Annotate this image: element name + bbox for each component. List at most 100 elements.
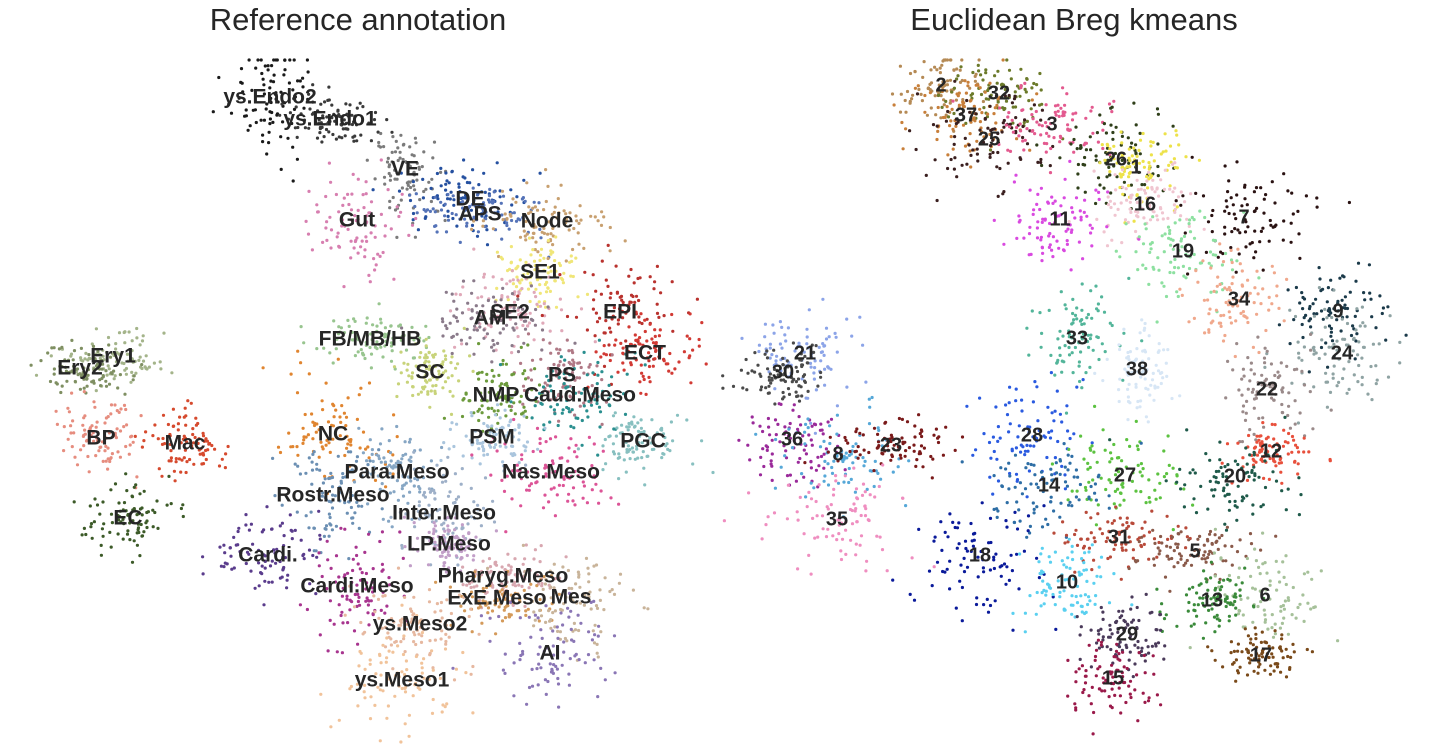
point [534,240,538,244]
point [908,99,912,104]
point [538,283,542,287]
point [182,456,186,460]
point [99,543,103,548]
point [140,513,144,517]
point [1325,316,1329,320]
point [439,184,443,188]
point [952,68,956,72]
point [600,422,604,426]
point [189,401,193,405]
point [538,171,542,175]
point [463,176,467,180]
point [516,297,520,301]
point [1272,398,1276,402]
point [396,158,400,163]
point [1019,157,1023,161]
point [439,609,443,613]
point [94,389,98,393]
point [439,569,443,573]
point [534,307,538,312]
point [427,588,432,592]
point [499,395,504,399]
point [1181,194,1185,198]
point [535,480,539,484]
point [1300,358,1304,362]
point [111,352,115,356]
point [1312,352,1316,356]
point [104,384,109,388]
point [598,425,602,429]
point [525,181,529,185]
point [278,576,282,580]
point [1096,176,1101,180]
point [369,599,373,603]
point [606,243,610,247]
point [292,97,296,101]
point [1151,215,1155,219]
point [522,229,526,233]
point [118,515,122,519]
point [1130,154,1134,158]
point [1078,379,1082,384]
point [1127,358,1131,362]
point [977,69,981,73]
point [1105,244,1110,248]
point [335,235,339,239]
point [1085,316,1089,320]
point [480,569,484,574]
point [638,336,642,340]
point [991,150,995,155]
point [629,363,633,367]
point [1371,342,1375,346]
point [343,224,347,228]
point [340,594,344,598]
point [1337,357,1341,361]
point [1094,154,1098,158]
point [403,440,407,444]
point [640,441,644,445]
point [554,269,558,273]
point [418,625,422,630]
point [73,455,77,459]
point [512,372,516,376]
point [537,391,542,395]
point [435,171,439,176]
point [450,351,454,356]
point [1219,324,1223,328]
point [1136,188,1140,192]
point [545,280,549,284]
point [1066,128,1070,132]
point [523,569,527,573]
point [1120,241,1124,245]
point [380,626,384,630]
point [506,298,510,302]
point [470,453,474,457]
point [493,603,497,607]
point [454,554,458,558]
point [988,144,993,148]
point [113,403,117,407]
point [376,252,380,256]
point [1277,306,1281,310]
point [511,278,515,282]
point [1147,161,1151,165]
point [592,442,596,446]
point [328,351,332,355]
point [1130,193,1134,197]
point [93,357,97,361]
point [75,463,80,467]
point [1106,158,1110,162]
point [373,478,378,482]
point [1398,361,1402,365]
point [540,636,544,641]
point [228,546,232,550]
point [1126,136,1130,140]
point [377,448,381,452]
point [523,573,527,577]
point [349,256,353,260]
point [1223,232,1227,236]
point [524,463,528,467]
point [1160,281,1164,285]
point [1297,351,1301,355]
point [1064,229,1068,233]
